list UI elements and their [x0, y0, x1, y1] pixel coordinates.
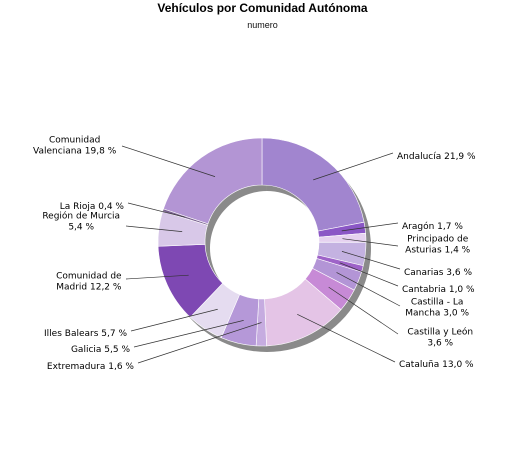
slice-label: Illes Balears 5,7 % [44, 329, 127, 339]
leader-line [121, 145, 216, 177]
chart-title: Vehículos por Comunidad Autónoma [157, 1, 368, 15]
leader-line [125, 274, 189, 280]
donut-slice[interactable] [261, 137, 365, 232]
leader-line [339, 262, 399, 287]
slice-label: Andalucía 21,9 % [397, 152, 476, 162]
slice-labels: Andalucía 21,9 % Aragón 1,7 % Principado d… [33, 136, 476, 373]
slice-label: Región de Murcia 5,4 % [42, 211, 120, 233]
slice-label: Cataluña 13,0 % [399, 360, 474, 370]
donut-slices [157, 137, 367, 347]
leader-line [297, 314, 396, 363]
chart-subtitle: numero [247, 20, 278, 30]
slice-label: Castilla - La Mancha 3,0 % [405, 298, 469, 319]
slice-label: Comunidad de Madrid 12,2 % [56, 272, 122, 293]
slice-label: Principado de Asturias 1,4 % [405, 235, 471, 256]
leader-line [342, 238, 399, 247]
leader-line [130, 308, 218, 332]
slice-label: Galicia 5,5 % [71, 345, 130, 355]
leader-line [313, 152, 394, 181]
leader-line [328, 286, 399, 335]
leader-line [127, 202, 186, 218]
leader-lines [121, 145, 401, 364]
slice-label: La Rioja 0,4 % [60, 202, 125, 212]
leader-line [341, 251, 401, 270]
slice-label: Aragón 1,7 % [402, 221, 463, 232]
slice-label: Canarias 3,6 % [404, 268, 472, 278]
leader-line [133, 320, 244, 348]
slice-label: Cantabria 1,0 % [402, 285, 475, 295]
leader-line [137, 322, 262, 364]
leader-line [336, 272, 401, 307]
leader-line [341, 222, 399, 232]
slice-label: Extremadura 1,6 % [47, 362, 135, 372]
slice-label: Comunidad Valenciana 19,8 % [33, 136, 117, 157]
leader-line [125, 225, 183, 232]
slice-label: Castilla y León 3,6 % [407, 327, 473, 349]
donut-slice[interactable] [163, 137, 263, 225]
